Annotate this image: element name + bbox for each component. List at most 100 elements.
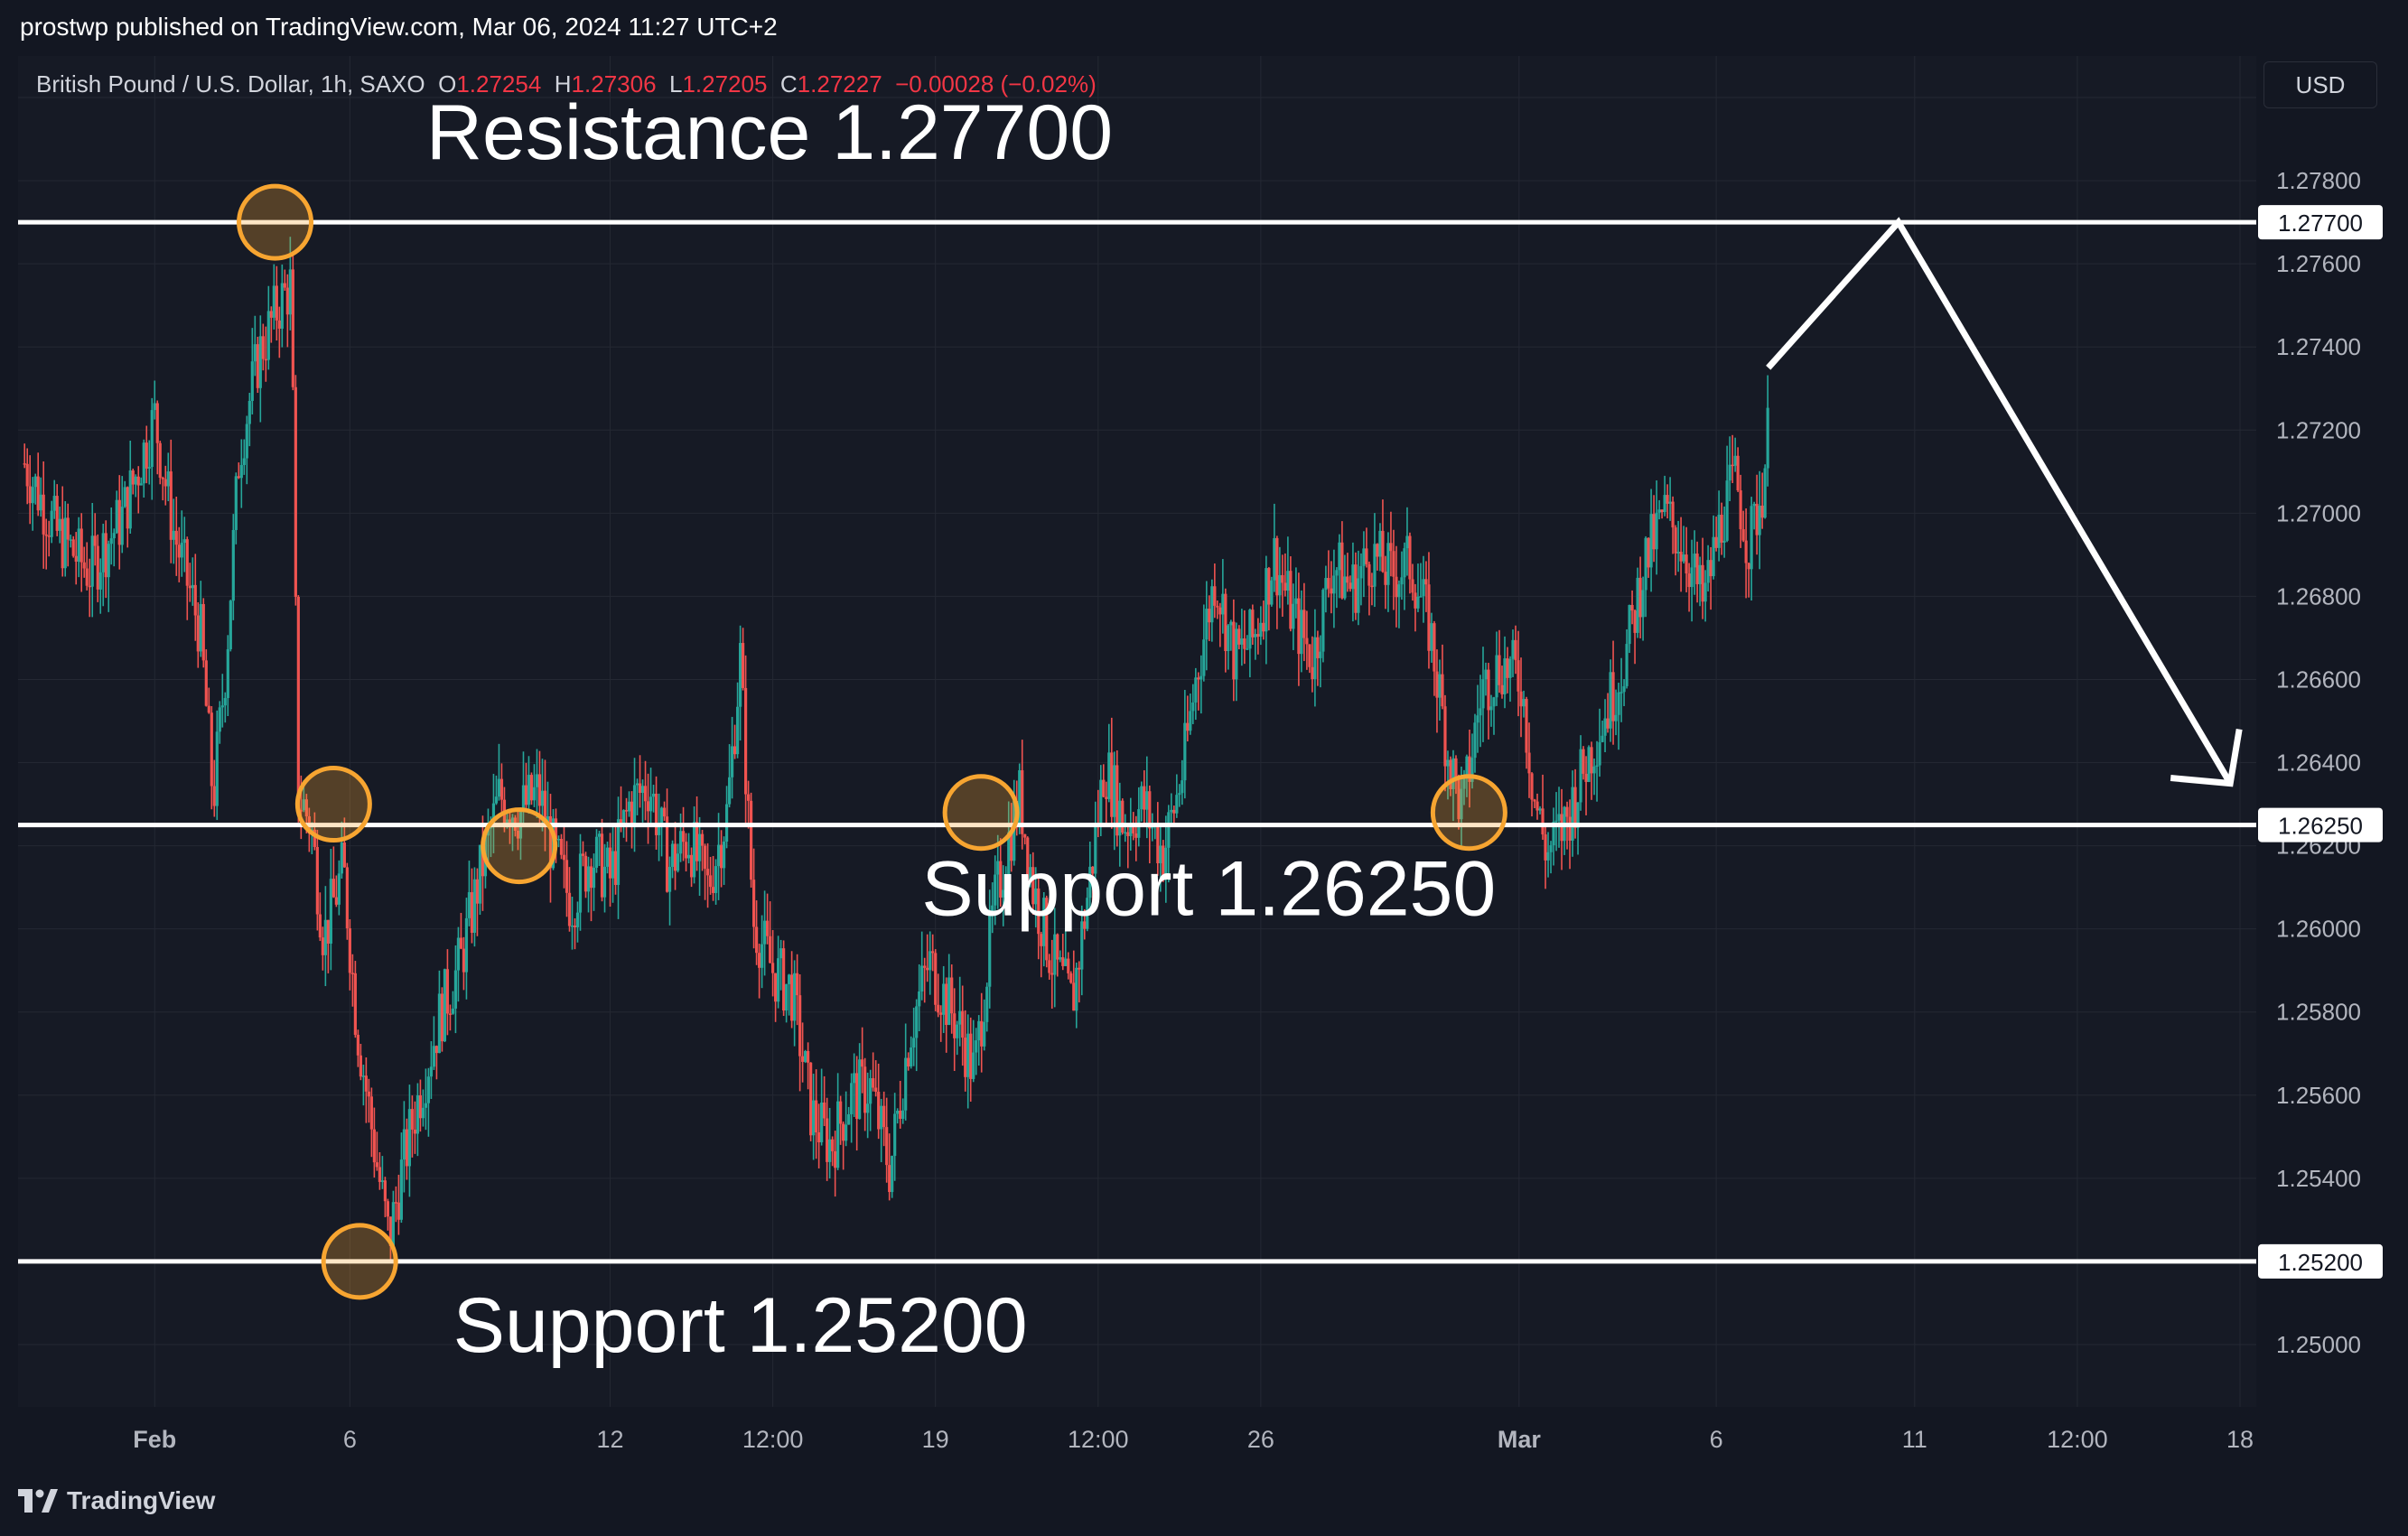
candle-body (245, 424, 248, 459)
candle (1473, 713, 1477, 773)
candle-body (123, 487, 126, 507)
candle (570, 896, 574, 950)
candle-body (1587, 747, 1591, 782)
candle-body (1500, 684, 1504, 694)
candle (359, 1043, 362, 1081)
candle-body (1091, 866, 1095, 874)
candle (155, 400, 159, 475)
candle-body (1129, 824, 1133, 836)
brand-name[interactable]: TradingView (67, 1486, 216, 1514)
candle-body (1533, 799, 1536, 802)
candle-body (1045, 898, 1049, 961)
candle-body (918, 991, 921, 1007)
candle-body (1134, 833, 1138, 838)
candle (1422, 555, 1425, 623)
candle (494, 775, 499, 805)
candle-body (1275, 537, 1279, 596)
candle (283, 269, 286, 291)
candle (437, 970, 442, 1054)
candle (1582, 746, 1585, 780)
symbol-label[interactable]: British Pound / U.S. Dollar, 1h, SAXO (36, 70, 425, 98)
candle (578, 833, 583, 931)
candle-body (1744, 540, 1748, 563)
candle (529, 772, 534, 805)
touch-marker (1430, 774, 1507, 852)
candle-body (1590, 747, 1593, 774)
candle-body (1232, 621, 1236, 680)
candle-body (793, 973, 797, 1021)
candle-body (407, 1109, 412, 1167)
candle (1349, 575, 1352, 592)
candle (1498, 629, 1501, 694)
candle-body (182, 539, 186, 544)
candle (1674, 525, 1677, 576)
candle-body (1075, 967, 1078, 1011)
candle (1300, 590, 1303, 673)
candle-body (459, 937, 463, 949)
candle-body (1248, 610, 1252, 649)
candle (1210, 579, 1214, 642)
candle-body (337, 873, 341, 905)
candle-body (608, 847, 612, 879)
candle-body (432, 1046, 436, 1067)
candle (104, 520, 107, 599)
candle (331, 846, 335, 898)
candle-body (413, 1129, 417, 1134)
candle-body (147, 467, 151, 469)
candle-body (399, 1159, 404, 1220)
candle (1571, 770, 1574, 857)
candle (899, 1080, 902, 1129)
candle-body (66, 517, 70, 540)
candle-body (1630, 604, 1634, 611)
candle (1487, 663, 1490, 740)
candle-body (237, 476, 240, 479)
candle-body (845, 1124, 848, 1141)
candle (93, 513, 97, 566)
candle-body (1427, 584, 1431, 651)
candle (1395, 545, 1398, 628)
candle-body (659, 807, 664, 827)
chart-panel[interactable]: Resistance 1.27700 Support 1.26250 Support… (18, 56, 2394, 1463)
time-tick-label: Mar (1498, 1426, 1542, 1453)
candle-body (229, 600, 232, 650)
candle (834, 1131, 837, 1197)
candle (891, 1155, 894, 1198)
candle-body (727, 777, 732, 805)
candle-body (391, 1202, 396, 1247)
candle (807, 1042, 810, 1090)
candle (1343, 554, 1347, 600)
candle-body (1300, 610, 1303, 655)
candle-body (1701, 564, 1704, 602)
candle-body (1099, 779, 1103, 824)
candle-body (1766, 407, 1769, 469)
candle (383, 1177, 387, 1217)
candle-body (467, 892, 471, 918)
candle (1506, 647, 1509, 694)
candle-body (839, 1101, 843, 1124)
time-tick-label: 12 (596, 1426, 623, 1453)
candle-body (1183, 722, 1187, 781)
currency-selector[interactable]: USD (2263, 61, 2377, 108)
candle (1408, 532, 1412, 594)
price-tick-label: 1.25600 (2276, 1082, 2361, 1109)
price-chart[interactable]: Resistance 1.27700 Support 1.26250 Support… (18, 56, 2394, 1463)
candle (1652, 495, 1656, 563)
candle-body (540, 790, 545, 806)
candle-body (497, 778, 501, 797)
candle (907, 1052, 910, 1071)
price-tick-label: 1.26400 (2276, 749, 2361, 777)
candle (1535, 793, 1539, 820)
candle (96, 534, 99, 602)
candle-body (874, 1087, 878, 1093)
candle (25, 448, 29, 505)
candle-body (326, 919, 330, 944)
candle-body (760, 944, 764, 968)
candle (565, 841, 569, 917)
candle (801, 1022, 805, 1083)
candle-body (820, 1102, 824, 1143)
candle-body (1094, 824, 1097, 874)
candle (1023, 833, 1027, 845)
candle-body (1636, 577, 1639, 633)
candle-body (692, 822, 696, 878)
candle-body (93, 535, 97, 546)
